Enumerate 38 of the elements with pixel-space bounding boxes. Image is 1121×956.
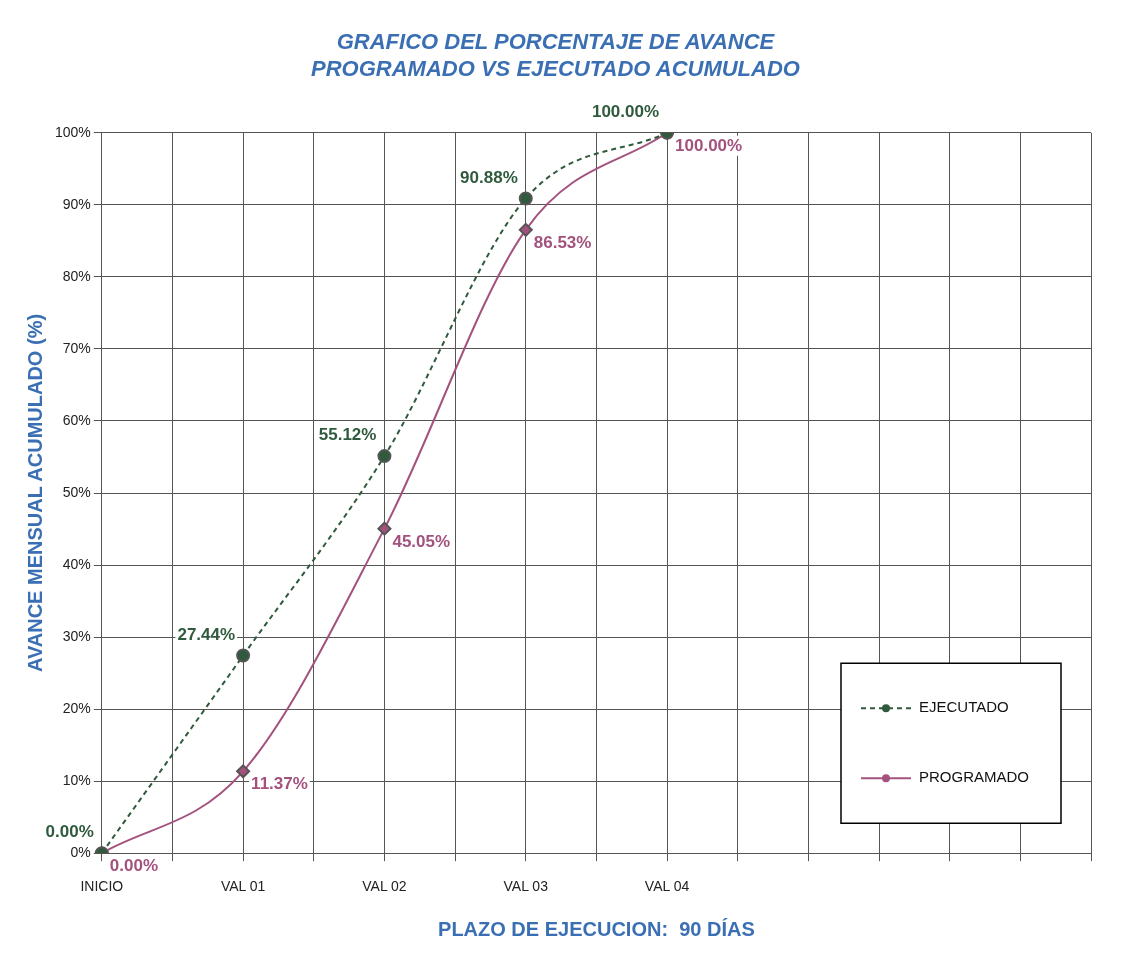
point	[236, 764, 251, 779]
y-tick-label: 60%	[62, 411, 91, 428]
y-tick-label: 40%	[62, 555, 91, 572]
data-label: 90.88%	[460, 167, 518, 187]
y-tick-label: 10%	[62, 772, 91, 789]
data-label: 86.53%	[533, 233, 592, 253]
y-tick-label: 20%	[62, 699, 91, 716]
text: PROGRAMADO VS EJECUTADO ACUMULADO	[311, 55, 800, 81]
data-label: 0.00%	[45, 822, 94, 842]
data-label: 55.12%	[318, 425, 377, 445]
legend-label: PROGRAMADO	[919, 768, 1030, 786]
x-tick-label: VAL 03	[503, 878, 549, 895]
text: GRAFICO DEL PORCENTAJE DE AVANCE	[336, 29, 775, 55]
point	[236, 648, 251, 663]
y-axis-title: AVANCE MENSUAL ACUMULADO (%)	[23, 313, 46, 673]
y-tick-label: 30%	[62, 627, 91, 644]
y-tick-label: 80%	[62, 267, 91, 284]
data-label: 100.00%	[591, 101, 660, 121]
data-label: 45.05%	[392, 531, 451, 551]
legend-label: EJECUTADO	[919, 698, 1009, 716]
y-tick-label: 100%	[54, 123, 91, 140]
point	[377, 521, 392, 536]
data-label: 27.44%	[177, 624, 236, 644]
y-tick-label: 0%	[70, 844, 91, 861]
y-tick-label: 50%	[62, 483, 91, 500]
x-tick-label: VAL 02	[362, 878, 407, 895]
x-axis-title: PLAZO DE EJECUCION: 90 DÍAS	[438, 917, 755, 940]
point	[518, 191, 533, 206]
y-tick-label: 70%	[62, 339, 91, 356]
point	[377, 449, 392, 464]
x-tick-label: VAL 01	[220, 878, 266, 895]
x-tick-label: VAL 04	[644, 878, 690, 895]
x-tick-label: INICIO	[80, 878, 124, 895]
data-label: 0.00%	[109, 856, 159, 876]
point	[518, 222, 533, 237]
data-label: 11.37%	[251, 774, 308, 794]
data-label: 100.00%	[675, 135, 743, 155]
y-tick-label: 90%	[62, 195, 91, 212]
